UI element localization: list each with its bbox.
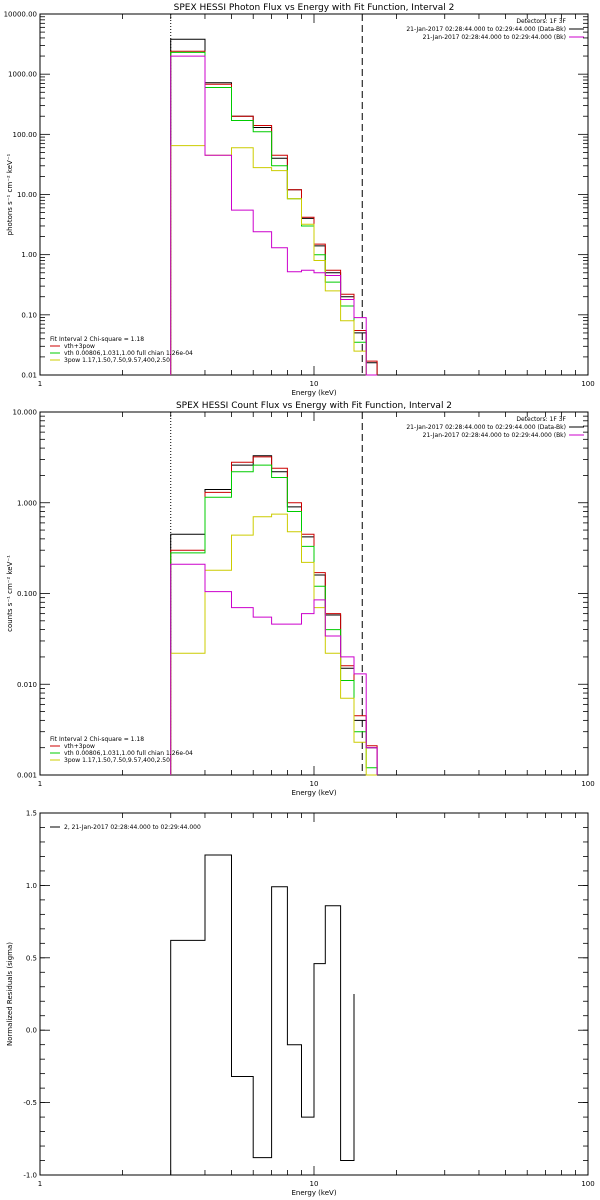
y-tick-label: 0.100 — [17, 590, 37, 598]
x-axis-label: Energy (keV) — [291, 789, 336, 797]
legend-entry: Detectors: 1F 3F — [516, 18, 566, 25]
legend-entry: 21-Jan-2017 02:28:44.000 to 02:29:44.000… — [423, 432, 566, 439]
x-tick-label: 1 — [38, 1180, 42, 1188]
y-tick-label: 1000.00 — [8, 71, 37, 79]
legend-entry: 3pow 1.17,1.50,7.50,9.57,400,2.50 — [64, 757, 170, 764]
series-5-step-line — [170, 563, 378, 775]
y-tick-label: 10.00 — [17, 191, 37, 199]
legend-entry: 21-Jan-2017 02:28:44.000 to 02:29:44.000… — [406, 26, 566, 33]
y-tick-label: 10000.00 — [4, 11, 37, 19]
legend-entry: vth 0.00806,1.031,1.00 full chian 1.26e-… — [64, 750, 193, 757]
y-tick-label: 0.01 — [21, 372, 37, 380]
legend-entry: 3pow 1.17,1.50,7.50,9.57,400,2.50 — [64, 357, 170, 364]
legend-entry: vth+3pow — [64, 343, 95, 350]
x-axis-label: Energy (keV) — [291, 1189, 336, 1197]
legend-entry: vth 0.00806,1.031,1.00 full chian 1.26e-… — [64, 350, 193, 357]
legend-entry: 21-Jan-2017 02:28:44.000 to 02:29:44.000… — [423, 34, 566, 41]
y-tick-label: 0.001 — [17, 772, 37, 780]
y-axis-label: Normalized Residuals (sigma) — [6, 942, 14, 1046]
legend-entry: 2, 21-Jan-2017 02:28:44.000 to 02:29:44.… — [64, 824, 201, 831]
y-tick-label: 1.00 — [21, 251, 37, 259]
x-tick-label: 100 — [581, 780, 594, 788]
y-tick-label: 1.0 — [26, 882, 37, 890]
series-1-step-line — [170, 455, 378, 775]
series-1-step-line — [170, 38, 378, 375]
chart-panel-1: SPEX HESSI Photon Flux vs Energy with Fi… — [4, 3, 595, 397]
series-4-step-line — [170, 145, 378, 376]
y-axis-label: counts s⁻¹ cm⁻² keV⁻¹ — [6, 555, 14, 632]
x-tick-label: 10 — [310, 380, 319, 388]
x-tick-label: 10 — [310, 780, 319, 788]
chart-panel-3: 1 10 100 Energy (keV) -1.0 -0.5 0.0 0.5 1.0 1.5 No… — [6, 810, 595, 1198]
series-2-step-line — [170, 50, 378, 375]
chart-title: SPEX HESSI Count Flux vs Energy with Fit… — [176, 401, 452, 411]
y-tick-label: -0.5 — [23, 1099, 37, 1107]
legend-entry: 21-Jan-2017 02:28:44.000 to 02:29:44.000… — [406, 424, 566, 431]
legend-entry: Detectors: 1F 3F — [516, 416, 566, 423]
x-axis-label: Energy (keV) — [291, 389, 336, 397]
legend-entry: Fit Interval 2 Chi-square = 1.18 — [50, 736, 144, 743]
y-tick-label: 0.0 — [26, 1027, 37, 1035]
y-tick-label: -1.0 — [23, 1172, 37, 1180]
y-tick-label: 0.10 — [21, 311, 37, 319]
y-axis-label: photons s⁻¹ cm⁻² keV⁻¹ — [6, 153, 14, 235]
plot-frame — [39, 13, 589, 376]
y-tick-label: 1.5 — [26, 810, 37, 818]
x-tick-label: 100 — [581, 380, 594, 388]
chart-title: SPEX HESSI Photon Flux vs Energy with Fi… — [174, 3, 455, 13]
x-tick-label: 1 — [38, 780, 42, 788]
series-5-step-line — [170, 55, 378, 376]
series-3-step-line — [170, 51, 378, 376]
series-2-step-line — [170, 456, 378, 775]
series-1-step-line — [170, 854, 355, 1175]
y-tick-label: 10.000 — [13, 409, 38, 417]
legend-entry: vth+3pow — [64, 743, 95, 750]
x-tick-label: 1 — [38, 380, 42, 388]
y-tick-label: 0.010 — [17, 681, 37, 689]
chart-panel-2: SPEX HESSI Count Flux vs Energy with Fit… — [6, 401, 595, 797]
legend-entry: Fit Interval 2 Chi-square = 1.18 — [50, 336, 144, 343]
series-4-step-line — [170, 513, 378, 776]
x-tick-label: 10 — [310, 1180, 319, 1188]
series-3-step-line — [170, 464, 378, 775]
y-tick-label: 100.00 — [13, 131, 38, 139]
y-tick-label: 0.5 — [26, 954, 37, 962]
y-tick-label: 1.000 — [17, 499, 37, 507]
x-tick-label: 100 — [581, 1180, 594, 1188]
